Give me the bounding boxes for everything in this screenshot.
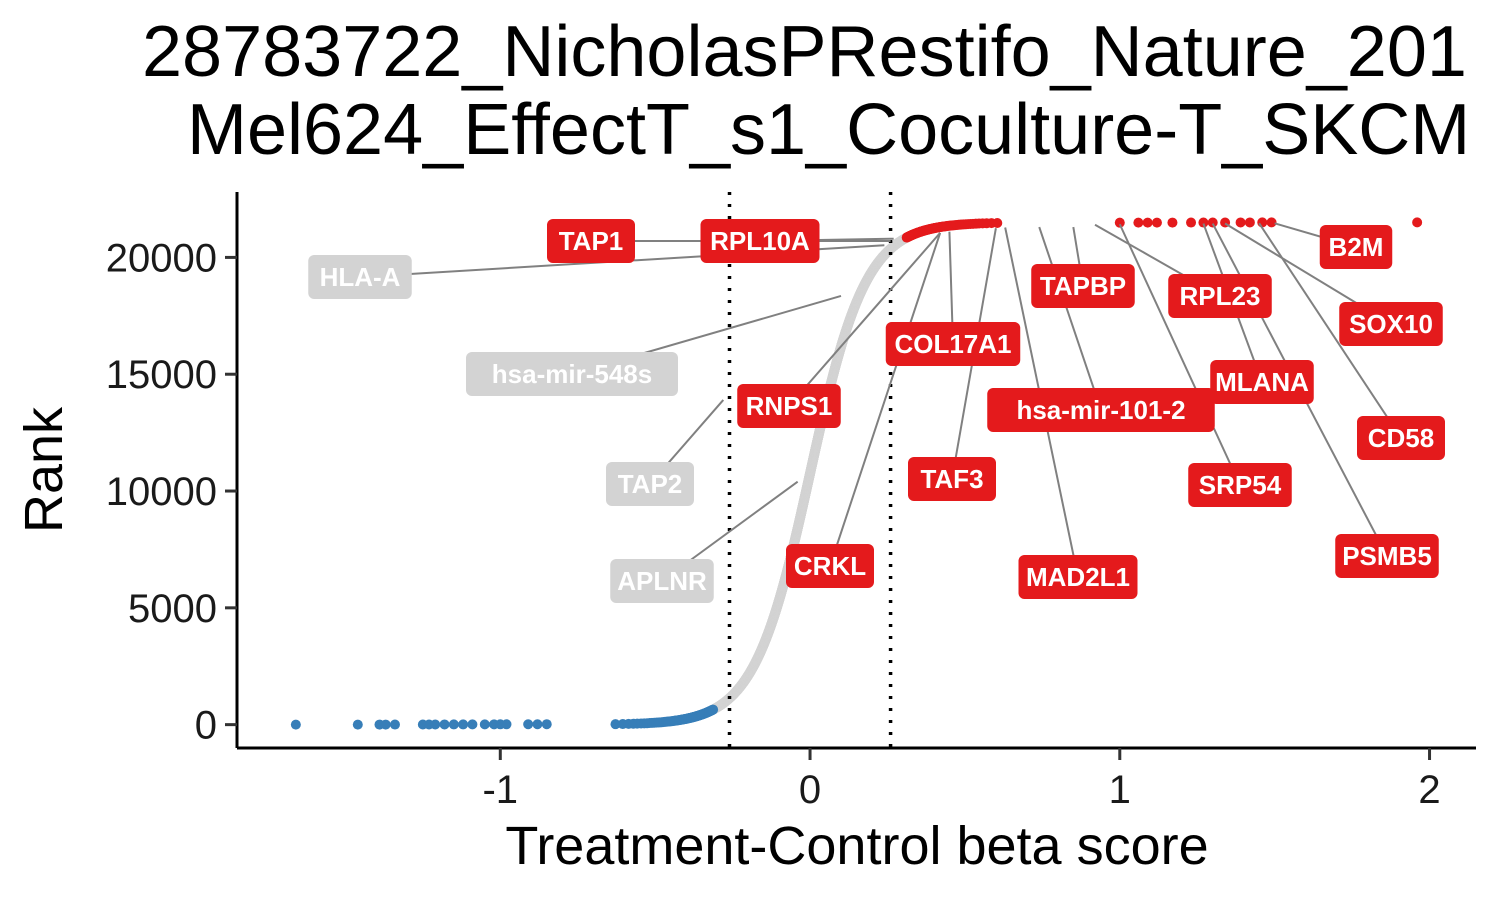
up-point	[1208, 218, 1218, 228]
down-point	[532, 719, 542, 729]
gene-labels: TAP1 RPL10A HLA-A hsa-mir-548s RNPS1 TAP2 APLN…	[308, 219, 1445, 603]
down-point	[501, 719, 511, 729]
gene-label-hsa-mir-548s: hsa-mir-548s	[492, 359, 652, 389]
x-tick-label: 1	[1109, 768, 1131, 812]
y-tick-label: 10000	[106, 470, 217, 514]
gene-label-rnps1: RNPS1	[746, 391, 833, 421]
gene-label-rpl23: RPL23	[1180, 281, 1261, 311]
x-tick-label: 2	[1418, 768, 1440, 812]
gene-label-mad2l1: MAD2L1	[1026, 562, 1130, 592]
gene-label-taf3: TAF3	[920, 464, 983, 494]
up-point	[1167, 218, 1177, 228]
plot-area: TAP1 RPL10A HLA-A hsa-mir-548s RNPS1 TAP2 APLN…	[291, 192, 1445, 748]
gene-label-hla-a: HLA-A	[320, 262, 401, 292]
gene-label-tap2: TAP2	[618, 469, 683, 499]
chart-title-line-2: Mel624_EffectT_s1_Coculture-T_SKCM	[187, 90, 1470, 170]
gene-label-crkl: CRKL	[794, 551, 866, 581]
gene-label-aplnr: APLNR	[617, 566, 707, 596]
leader-line	[830, 233, 940, 566]
gene-label-hsa-mir-101-2: hsa-mir-101-2	[1016, 395, 1185, 425]
down-point	[390, 720, 400, 730]
gene-label-col17a1: COL17A1	[894, 329, 1011, 359]
down-point	[708, 705, 718, 715]
down-point	[542, 719, 552, 729]
gene-label-sox10: SOX10	[1349, 309, 1433, 339]
gene-label-tap1: TAP1	[559, 226, 624, 256]
up-point	[992, 218, 1002, 228]
down-point	[523, 719, 533, 729]
down-point	[449, 719, 459, 729]
up-point	[1133, 218, 1143, 228]
up-point	[1412, 217, 1422, 227]
down-point	[480, 719, 490, 729]
down-point	[430, 719, 440, 729]
down-point	[353, 720, 363, 730]
down-point	[458, 719, 468, 729]
up-point	[1257, 217, 1267, 227]
y-tick-label: 0	[195, 704, 217, 748]
y-tick-label: 20000	[106, 236, 217, 280]
gene-label-srp54: SRP54	[1199, 470, 1282, 500]
down-point	[467, 719, 477, 729]
x-tick-label: 0	[799, 768, 821, 812]
leader-line	[1120, 224, 1240, 485]
y-tick-label: 5000	[128, 587, 217, 631]
gene-label-rpl10a: RPL10A	[710, 226, 810, 256]
gene-label-tapbp: TAPBP	[1040, 271, 1126, 301]
down-point	[440, 719, 450, 729]
y-axis-title: Rank	[14, 406, 74, 533]
up-point	[1143, 218, 1153, 228]
down-point	[291, 720, 301, 730]
x-tick-label: -1	[482, 768, 518, 812]
up-point	[1245, 217, 1255, 227]
gene-label-psmb5: PSMB5	[1342, 541, 1432, 571]
x-axis-title: Treatment-Control beta score	[505, 816, 1208, 876]
gene-label-b2m: B2M	[1329, 232, 1384, 262]
up-point	[1152, 218, 1162, 228]
up-point	[1236, 217, 1246, 227]
chart-title-line-1: 28783722_NicholasPRestifo_Nature_201	[142, 12, 1467, 92]
y-tick-label: 15000	[106, 353, 217, 397]
gene-label-mlana: MLANA	[1215, 367, 1309, 397]
leader-line	[1039, 227, 1101, 410]
down-points-group	[291, 705, 718, 730]
gene-label-cd58: CD58	[1368, 423, 1434, 453]
down-point	[381, 720, 391, 730]
up-point	[1186, 218, 1196, 228]
